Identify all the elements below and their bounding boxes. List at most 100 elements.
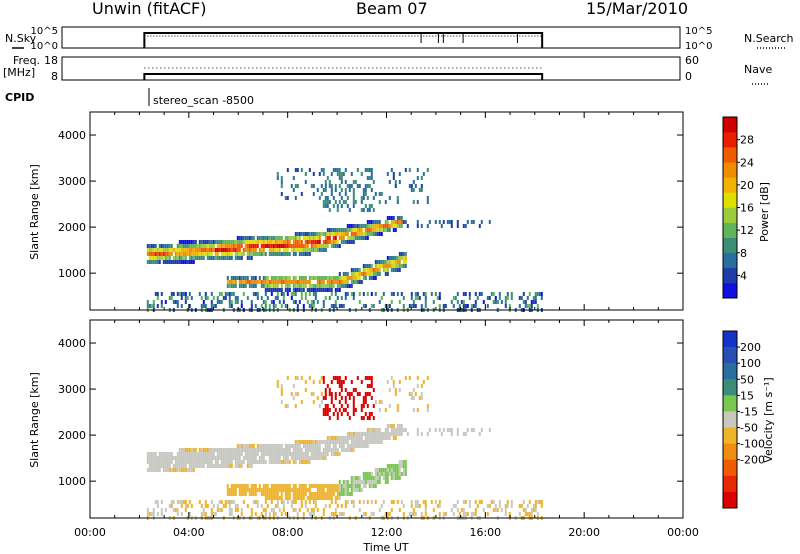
velocity-cell [230,460,233,464]
power-cell [216,300,219,304]
power-cell [328,276,331,280]
power-cell [372,224,375,228]
power-cell [250,276,253,280]
velocity-cell [146,452,149,456]
power-cell [168,244,171,248]
velocity-cell [176,512,179,516]
velocity-cell [314,500,317,504]
velocity-cell [344,484,347,488]
velocity-cell [236,464,239,468]
velocity-colorbar-frame [722,330,738,509]
velocity-cell [190,468,193,472]
velocity-cell [200,460,203,464]
power-cell [298,252,301,256]
power-cell [370,220,373,224]
power-cell [352,280,355,284]
velocity-cell [272,492,275,496]
time-tick-label: 20:00 [568,526,600,539]
power-cell [350,280,353,284]
velocity-cell [164,464,167,468]
velocity-cell [382,468,385,472]
velocity-cell [496,508,499,512]
power-cell [180,248,183,252]
velocity-cell [392,436,395,440]
power-cell [450,224,453,228]
velocity-cell [240,452,243,456]
velocity-cell [388,464,391,468]
velocity-cell [402,472,405,476]
freq-trace [143,73,544,80]
velocity-cell [280,448,283,452]
velocity-cell [266,488,269,492]
velocity-cell [194,452,197,456]
power-cell [238,252,241,256]
velocity-cell [184,500,187,504]
velocity-cell [218,452,221,456]
velocity-cell [398,424,401,428]
velocity-cell [250,484,253,488]
power-cell [300,280,303,284]
power-cell [380,296,383,300]
velocity-cell [384,472,387,476]
power-cell [366,168,369,172]
power-cell [250,240,253,244]
velocity-cell [310,440,313,444]
velocity-cell [402,464,405,468]
velocity-cell [282,460,285,464]
power-cell [228,304,231,308]
power-cell [204,248,207,252]
velocity-cell [266,448,269,452]
velocity-cell [256,504,259,508]
velocity-cell [348,492,351,496]
velocity-cell [298,484,301,488]
velocity-cell [368,436,371,440]
power-cell [328,296,331,300]
power-cell [174,260,177,264]
velocity-cell [394,472,397,476]
power-cell [304,252,307,256]
velocity-cell [218,464,221,468]
velocity-cell [338,444,341,448]
velocity-cell [472,512,475,516]
velocity-cell [238,460,241,464]
velocity-cell [194,448,197,452]
velocity-cell [346,440,349,444]
velocity-cell [162,452,165,456]
velocity-cell [278,484,281,488]
power-cell [424,300,427,304]
power-cell [442,304,445,308]
velocity-cell [240,448,243,452]
velocity-cell [300,488,303,492]
velocity-cell [296,440,299,444]
power-cell [150,260,153,264]
power-cell [258,280,261,284]
power-cell [258,276,261,280]
velocity-cell [200,456,203,460]
power-cell [434,292,437,296]
velocity-cell [362,472,365,476]
velocity-cell [482,508,485,512]
velocity-cell [182,464,185,468]
power-cell [290,296,293,300]
velocity-cell [398,432,401,436]
velocity-cell [324,388,327,392]
velocity-cell [390,472,393,476]
velocity-cell [366,436,369,440]
time-tick-label: 16:00 [469,526,501,539]
velocity-cell [302,460,305,464]
power-cell [358,232,361,236]
velocity-cell [356,488,359,492]
power-cell [296,280,299,284]
power-cell [366,232,369,236]
power-cell [268,280,271,284]
power-cell [302,280,305,284]
power-cell [326,276,329,280]
velocity-cell [260,460,263,464]
velocity-cell [278,448,281,452]
velocity-cell [258,448,261,452]
velocity-cell [394,476,397,480]
power-cell [380,192,383,196]
power-cell [298,248,301,252]
velocity-cell [290,452,293,456]
power-cell [252,280,255,284]
